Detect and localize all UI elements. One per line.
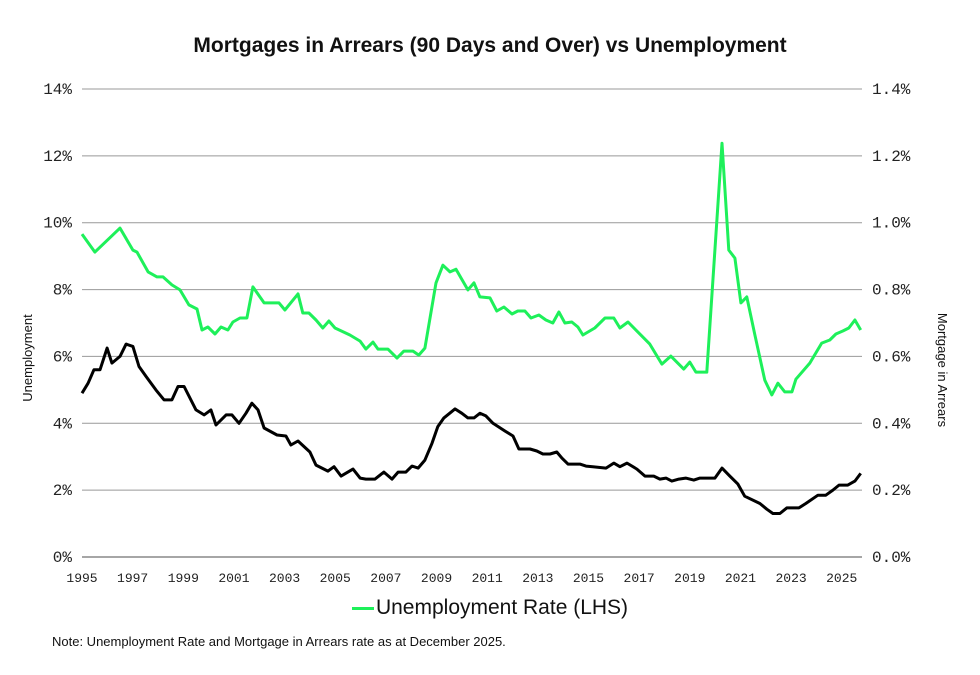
y-tick-left: 12% [43, 148, 72, 166]
y-tick-right: 0.6% [872, 348, 911, 366]
x-tick: 2001 [218, 571, 249, 586]
y-tick-left: 14% [43, 81, 72, 99]
y-axis-title-left: Unemployment [20, 314, 35, 402]
x-tick: 2011 [472, 571, 503, 586]
x-tick: 2023 [775, 571, 806, 586]
x-tick: 2021 [725, 571, 756, 586]
x-tick: 2013 [522, 571, 553, 586]
series-line-unemployment [80, 141, 862, 397]
series-line-arrears [80, 342, 862, 515]
y-tick-right: 0.2% [872, 482, 911, 500]
y-tick-right: 0.8% [872, 282, 911, 300]
y-tick-right: 0.4% [872, 415, 911, 433]
x-tick: 1999 [168, 571, 199, 586]
legend-label-unemployment: Unemployment Rate (LHS) [375, 596, 629, 619]
y-tick-right: 0.0% [872, 549, 911, 567]
x-tick: 2025 [826, 571, 857, 586]
y-axis-title-right: Mortgage in Arrears [935, 313, 950, 428]
y-tick-right: 1.4% [872, 81, 911, 99]
y-tick-left: 0% [53, 549, 73, 567]
x-tick: 2007 [370, 571, 401, 586]
x-tick: 1997 [117, 571, 148, 586]
y-tick-left: 6% [53, 348, 73, 366]
y-tick-left: 8% [53, 282, 73, 300]
x-tick: 2015 [573, 571, 604, 586]
y-tick-left: 4% [53, 415, 73, 433]
x-tick: 2019 [674, 571, 705, 586]
y-tick-right: 1.0% [872, 215, 911, 233]
chart-note: Note: Unemployment Rate and Mortgage in … [52, 634, 506, 649]
y-tick-left: 2% [53, 482, 73, 500]
x-tick: 2003 [269, 571, 300, 586]
legend: Unemployment Rate (LHS) [0, 596, 980, 620]
x-tick: 2009 [421, 571, 452, 586]
y-tick-right: 1.2% [872, 148, 911, 166]
x-tick: 2005 [320, 571, 351, 586]
y-tick-left: 10% [43, 215, 72, 233]
chart-title: Mortgages in Arrears (90 Days and Over) … [193, 34, 787, 57]
legend-swatch-unemployment [351, 606, 374, 610]
x-tick: 1995 [66, 571, 97, 586]
x-tick: 2017 [624, 571, 655, 586]
